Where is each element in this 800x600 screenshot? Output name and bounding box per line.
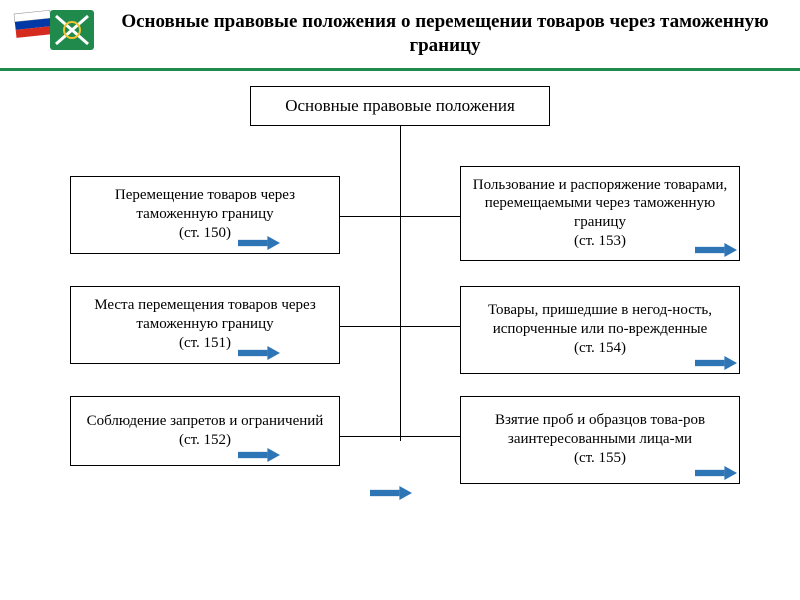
node-line: Перемещение товаров через таможенную гра…	[77, 186, 333, 224]
root-node: Основные правовые положения	[250, 86, 550, 126]
arrow-icon	[238, 236, 280, 255]
arrow-icon	[370, 486, 412, 505]
connector	[400, 326, 460, 327]
left-node-n152: Соблюдение запретов и ограничений(ст. 15…	[70, 396, 340, 466]
connector	[340, 436, 400, 437]
node-line: (ст. 155)	[574, 449, 626, 468]
node-line: (ст. 152)	[179, 431, 231, 450]
diagram-canvas: Основные правовые положения Перемещение т…	[0, 71, 800, 591]
node-line: (ст. 153)	[574, 232, 626, 251]
page-title: Основные правовые положения о перемещени…	[110, 10, 780, 58]
node-line: Взятие проб и образцов това-ров заинтере…	[467, 411, 733, 449]
node-line: (ст. 150)	[179, 224, 231, 243]
arrow-icon	[238, 448, 280, 467]
arrow-icon	[238, 346, 280, 365]
connector	[400, 216, 460, 217]
header: Основные правовые положения о перемещени…	[0, 0, 800, 64]
connector	[340, 326, 400, 327]
connector	[400, 126, 401, 441]
emblems	[12, 6, 102, 56]
node-line: Места перемещения товаров через таможенн…	[77, 296, 333, 334]
left-node-n151: Места перемещения товаров через таможенн…	[70, 286, 340, 364]
connector	[400, 436, 460, 437]
left-node-n150: Перемещение товаров через таможенную гра…	[70, 176, 340, 254]
node-line: Товары, пришедшие в негод-ность, испорче…	[467, 301, 733, 339]
node-line: (ст. 151)	[179, 334, 231, 353]
node-line: Пользование и распоряжение товарами, пер…	[467, 176, 733, 232]
node-line: (ст. 154)	[574, 339, 626, 358]
connector	[340, 216, 400, 217]
arrow-icon	[695, 243, 737, 262]
arrow-icon	[695, 466, 737, 485]
node-line: Соблюдение запретов и ограничений	[87, 412, 324, 431]
arrow-icon	[695, 356, 737, 375]
